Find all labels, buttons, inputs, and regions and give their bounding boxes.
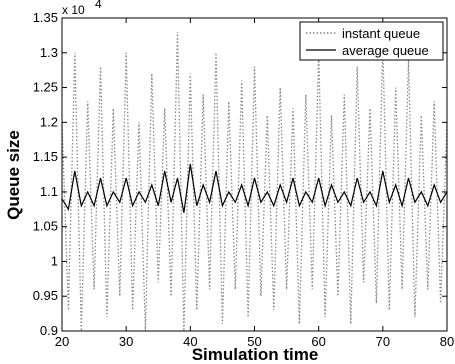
x-tick-label: 70 [376,334,390,349]
y-tick-label: 1.2 [40,114,58,129]
y-tick-label: 0.95 [33,288,58,303]
legend: instant queue average queue [299,21,444,61]
y-tick-label: 0.9 [40,323,58,338]
y-tick-label: 1.05 [33,219,58,234]
x-tick-label: 50 [247,334,261,349]
x-axis-title: Simulation time [192,345,319,364]
x-tick-label: 40 [183,334,197,349]
series-line-average-queue [61,164,448,213]
y-tick-label: 1.35 [33,10,58,25]
x-tick-label: 20 [55,334,69,349]
x-tick-label: 30 [119,334,133,349]
y-scale-exponent: 4 [95,0,102,11]
legend-box [299,21,444,61]
legend-label-instant: instant queue [342,26,420,41]
x-tick-label: 60 [311,334,325,349]
y-axis-title: Queue size [4,130,23,220]
y-tick-label: 1.1 [40,184,58,199]
y-tick-label: 1 [51,253,58,268]
legend-label-average: average queue [342,43,429,58]
y-scale-multiplier: x 10 [62,3,85,17]
y-tick-label: 1.15 [33,149,58,164]
y-tick-label: 1.3 [40,45,58,60]
x-tick-label: 80 [440,334,454,349]
y-tick-label: 1.25 [33,80,58,95]
